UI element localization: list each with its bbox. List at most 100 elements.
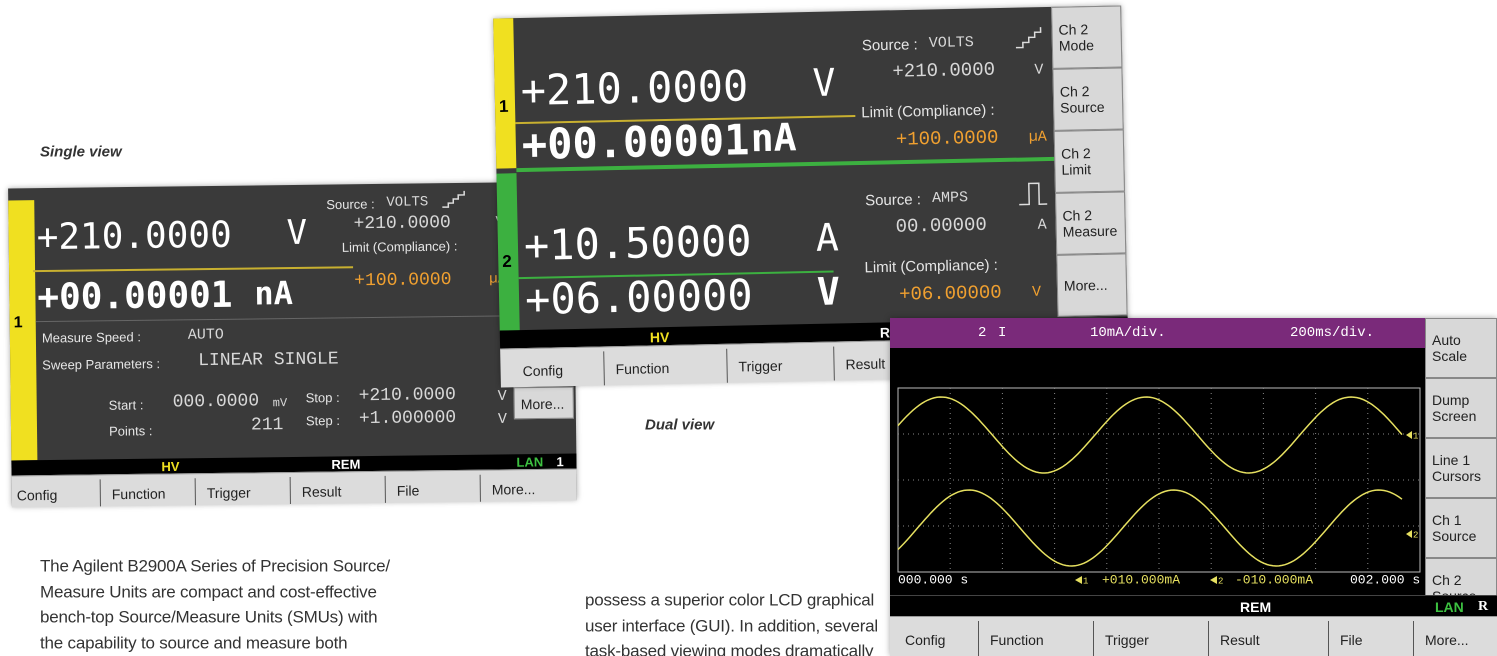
menu-item[interactable]: Result xyxy=(1220,632,1260,648)
softkey-label: Mode xyxy=(1058,37,1095,54)
limit-label: Limit (Compliance) : xyxy=(341,238,458,255)
header-text: 10mA/div. xyxy=(1090,325,1166,341)
menu-item[interactable]: File xyxy=(1340,632,1363,648)
menu-item[interactable]: More... xyxy=(491,480,536,498)
points-value: 211 xyxy=(250,415,284,436)
softkey-label: Screen xyxy=(1432,408,1477,424)
menu-item[interactable]: Config xyxy=(522,362,564,380)
sweep-icon xyxy=(1015,27,1042,49)
menu-item[interactable]: Function xyxy=(990,632,1044,648)
second-unit: nA xyxy=(750,115,797,161)
menu-item[interactable]: Result xyxy=(845,355,886,373)
stop-unit: V xyxy=(497,387,507,405)
measure-value: +10.50000 xyxy=(523,216,753,271)
caption: Dual view xyxy=(645,416,715,434)
softkey-label: Ch 2 xyxy=(1061,145,1091,162)
header-text: I xyxy=(998,325,1007,341)
status-lan: LAN xyxy=(1435,599,1464,615)
step-label: Step : xyxy=(305,412,340,429)
graph-view-screen: 2 I 10mA/div. 200ms/div. Auto Scale Dump Screen… xyxy=(890,318,1497,656)
body-text: Measure Units are compact and cost-effec… xyxy=(40,582,377,601)
softkey[interactable]: Auto Scale xyxy=(1425,318,1497,378)
limit-value: +100.0000 xyxy=(354,270,452,292)
icon-line xyxy=(442,190,465,208)
softkey[interactable]: Ch 2 Measure xyxy=(1054,191,1127,255)
measure-unit: V xyxy=(812,60,836,105)
menu-divider xyxy=(479,474,481,502)
cursor1-value: +010.000mA xyxy=(1102,572,1181,588)
body-text: bench-top Source/Measure Units (SMUs) wi… xyxy=(40,607,378,627)
menu-item[interactable]: File xyxy=(396,481,420,499)
dual-view-screen: 1 +210.0000 V Source : VOLTS +210.0000 V Limit … xyxy=(493,5,1129,388)
second-unit: nA xyxy=(254,273,294,313)
limit-label: Limit (Compliance) : xyxy=(864,256,999,277)
menu-divider xyxy=(1413,621,1414,656)
step-value: +1.000000 xyxy=(358,408,457,430)
body-text: The Agilent B2900A Series of Precision S… xyxy=(40,556,390,576)
menu-item[interactable]: More... xyxy=(1425,632,1469,648)
softkey[interactable]: More... xyxy=(1056,253,1128,317)
source-label: Source : xyxy=(326,196,375,213)
cursor-arrow xyxy=(1210,576,1217,584)
speed-label: Measure Speed : xyxy=(41,329,142,346)
second-value: +00.00001 xyxy=(521,115,750,170)
menu-item[interactable]: Config xyxy=(16,486,58,503)
trace-marker-arrow xyxy=(1406,431,1412,439)
menu-divider xyxy=(1208,621,1209,656)
softkey[interactable]: Ch 1 Source xyxy=(1425,498,1497,558)
softkey-label: More... xyxy=(520,395,565,413)
status-bar: REM LAN R xyxy=(890,595,1497,616)
single-view-screen: 1 +210.0000 V Source : VOLTS +210.0000 V Limit … xyxy=(8,181,577,508)
start-value: 000.0000 xyxy=(172,391,260,413)
status-rem: REM xyxy=(331,456,361,473)
header-text: 200ms/div. xyxy=(1290,325,1375,341)
points-label: Points : xyxy=(108,423,153,439)
cursor1-id: 1 xyxy=(1083,576,1089,587)
softkey-label: Dump xyxy=(1432,392,1470,408)
channel-number: 1 xyxy=(498,96,509,117)
trace-2 xyxy=(897,489,1403,567)
icon-line xyxy=(1019,182,1048,206)
second-unit: V xyxy=(816,269,841,314)
menu-bar: Config Function Trigger Result File More... xyxy=(11,468,577,508)
softkey[interactable]: Ch 2 Mode xyxy=(1051,5,1123,69)
softkey[interactable]: Dump Screen xyxy=(1425,378,1497,438)
source-mode: AMPS xyxy=(931,189,969,207)
menu-divider xyxy=(289,477,291,505)
menu-item[interactable]: Function xyxy=(615,360,670,378)
menu-divider xyxy=(726,348,728,383)
second-value: +00.00001 xyxy=(37,274,233,319)
menu-divider xyxy=(833,346,835,381)
softkey[interactable]: Line 1 Cursors xyxy=(1425,438,1497,498)
menu-item[interactable]: Trigger xyxy=(1105,632,1149,648)
trace-marker-arrow xyxy=(1406,530,1412,538)
source-label: Source : xyxy=(864,191,922,210)
source-unit: A xyxy=(1037,216,1047,234)
graph-header: 2 I 10mA/div. 200ms/div. xyxy=(890,318,1425,348)
sweep-icon xyxy=(442,190,465,208)
icon-line xyxy=(1015,27,1042,49)
source-unit: V xyxy=(1034,61,1044,79)
menu-item[interactable]: Function xyxy=(111,485,166,502)
status-hv: HV xyxy=(161,458,180,475)
caption: Single view xyxy=(40,143,122,161)
body-text: user interface (GUI). In addition, sever… xyxy=(585,616,879,635)
trace-marker: 1 xyxy=(1413,431,1419,442)
start-unit: mV xyxy=(272,396,288,411)
speed-value: AUTO xyxy=(187,326,225,344)
underline xyxy=(33,266,354,273)
header-text: 2 xyxy=(978,325,987,341)
menu-item[interactable]: Result xyxy=(301,482,342,500)
softkey[interactable]: More... xyxy=(513,386,574,420)
softkey-label: Ch 2 xyxy=(1059,83,1090,100)
sweep-label: Sweep Parameters : xyxy=(42,356,161,373)
limit-value: +100.0000 xyxy=(895,126,999,151)
footer-start: 000.000 s xyxy=(898,572,969,588)
softkey[interactable]: Ch 2 Limit xyxy=(1053,129,1125,193)
menu-item[interactable]: Trigger xyxy=(738,357,783,375)
softkey-label: Ch 2 xyxy=(1058,21,1089,38)
menu-item[interactable]: Config xyxy=(905,632,946,648)
menu-item[interactable]: Trigger xyxy=(206,484,251,501)
